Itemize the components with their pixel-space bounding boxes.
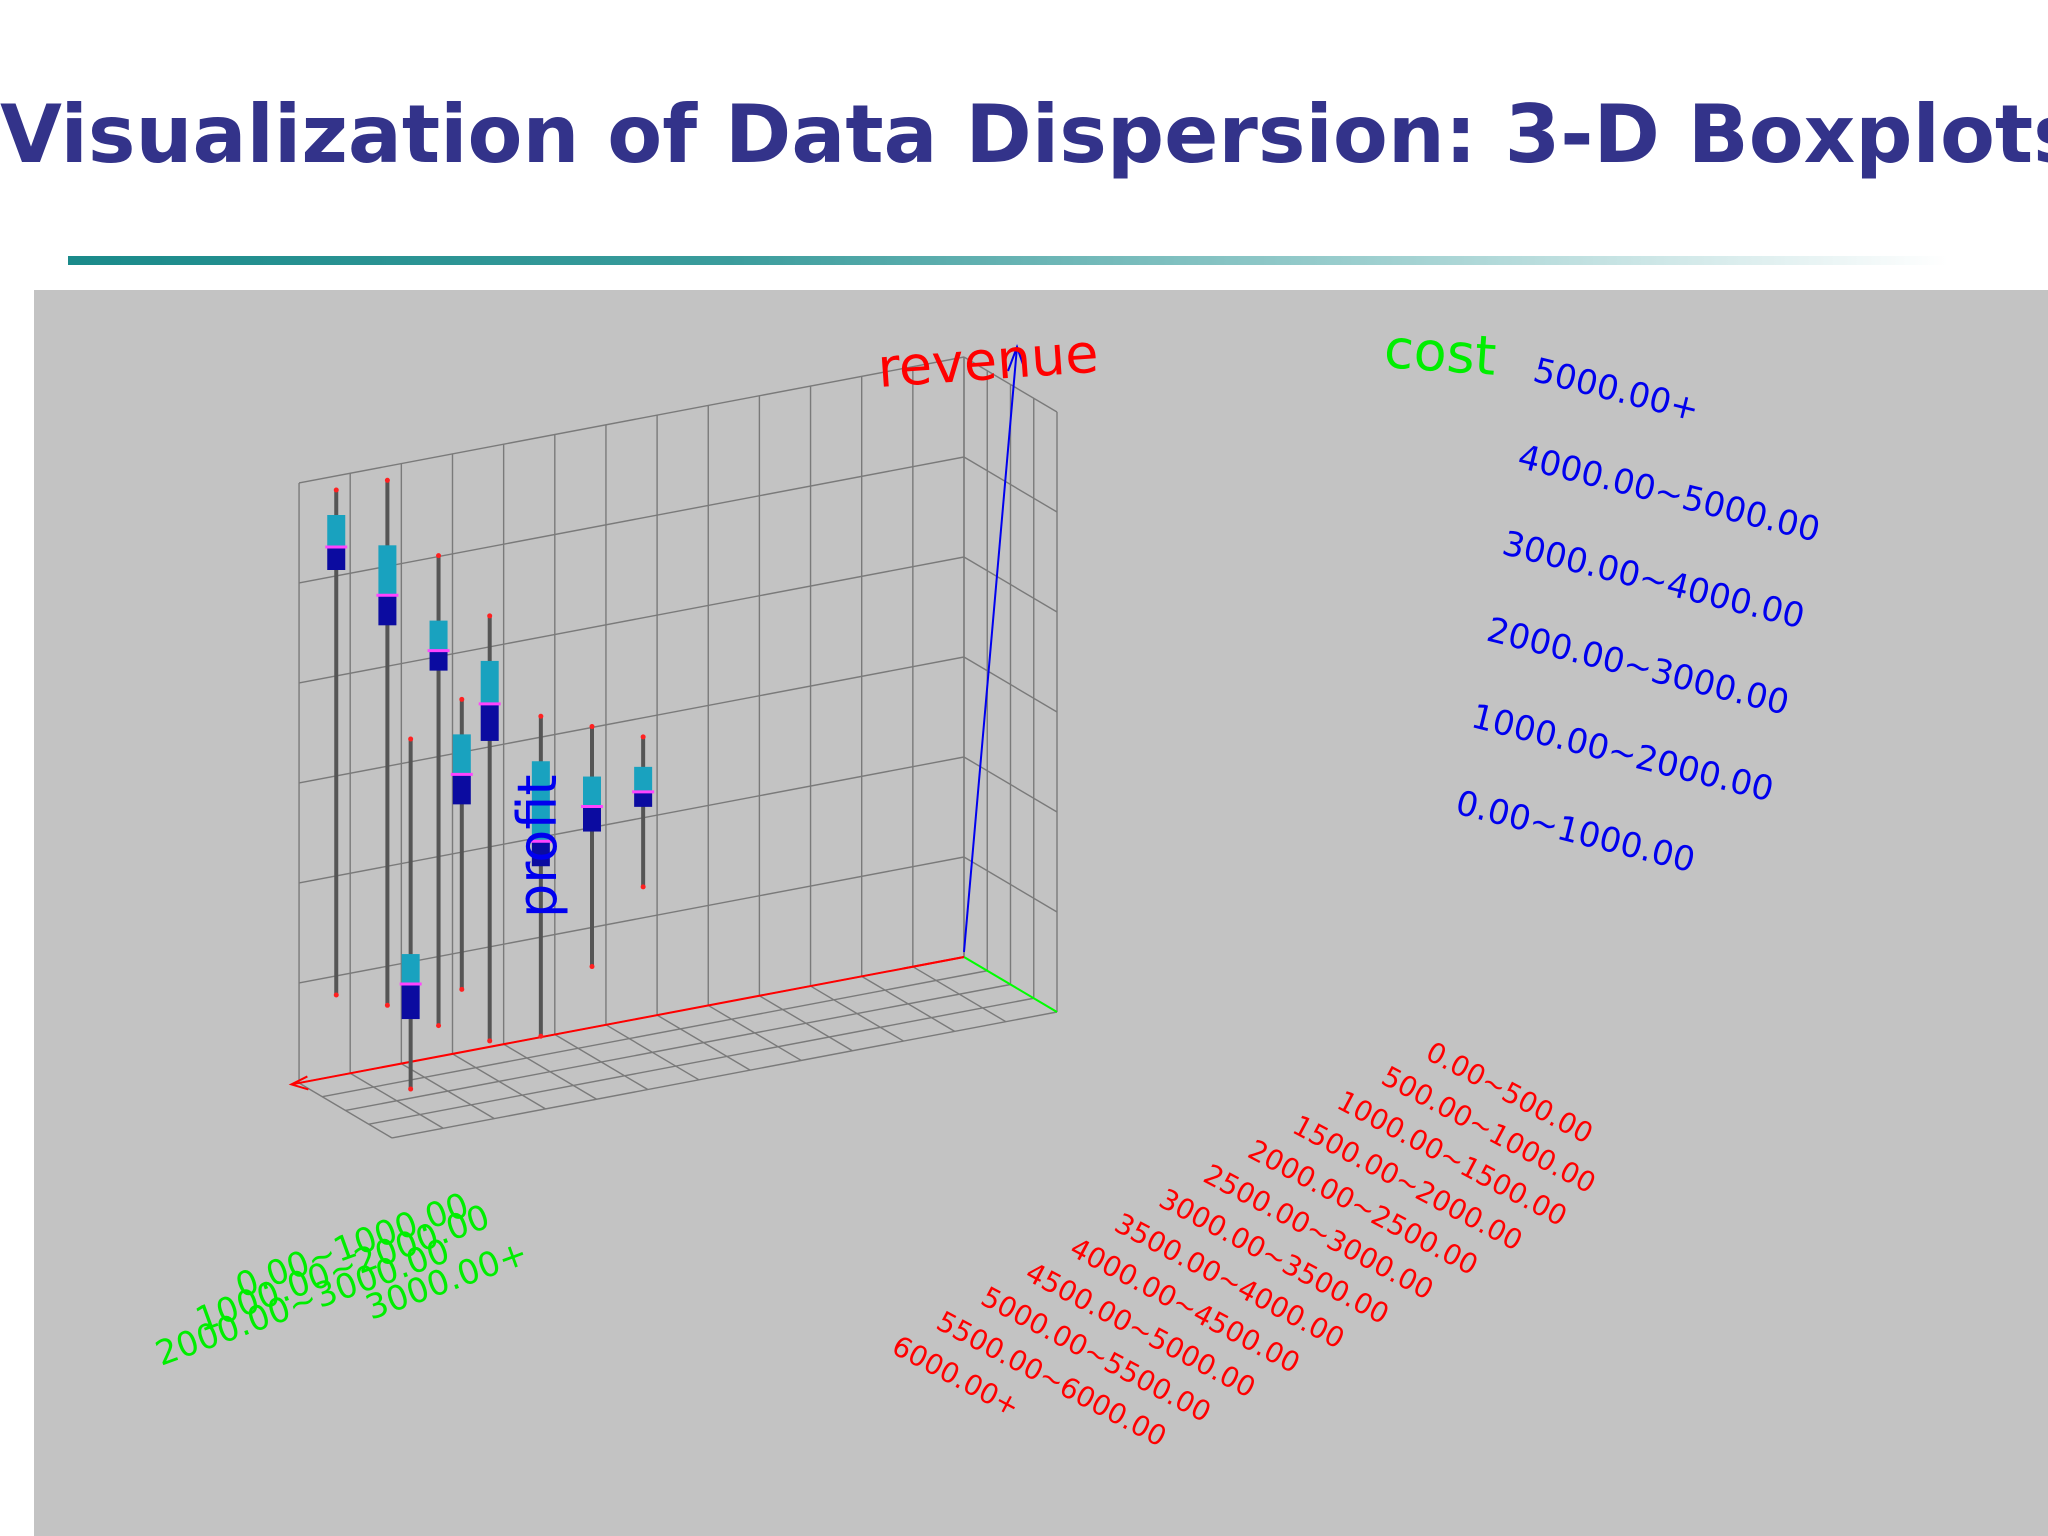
revenue-axis-arrow (288, 1075, 309, 1091)
grid-line (963, 856, 1058, 913)
outlier-point (538, 713, 544, 719)
grid-line (298, 756, 965, 884)
box-lower (531, 841, 550, 867)
grid-line (298, 556, 965, 684)
profit-tick-label: 5000.00+ (1529, 350, 1703, 430)
boxplot (632, 734, 655, 890)
outlier-point (487, 613, 493, 619)
outlier-point (333, 487, 339, 493)
grid-line (391, 1011, 1058, 1139)
boxplot (450, 696, 473, 992)
title-divider (68, 256, 1948, 265)
cost-axis-line (963, 956, 1058, 1013)
grid-line (298, 456, 965, 584)
outlier-point (640, 734, 646, 740)
profit-tick-label: 0.00~1000.00 (1452, 783, 1699, 881)
box-lower (401, 984, 420, 1020)
box-upper (429, 620, 448, 651)
profit-axis-title: profit (506, 774, 569, 918)
boxplots (325, 477, 655, 1092)
boxplot (478, 613, 501, 1044)
axes (288, 344, 1058, 1091)
outlier-point (436, 1023, 442, 1029)
box-upper (531, 761, 550, 842)
grid-line (298, 856, 965, 984)
box-lower (583, 806, 601, 832)
box-upper (480, 660, 499, 704)
grid-line (368, 997, 1034, 1125)
outlier-point (408, 1086, 414, 1092)
boxplot (529, 713, 552, 1039)
box-upper (634, 766, 653, 792)
outlier-point (640, 884, 646, 890)
boxplot-3d-chart: revenue cost profit 0.00~500.00500.00~10… (150, 317, 1824, 1453)
outlier-point (384, 477, 390, 483)
profit-axis-line (963, 346, 1018, 953)
box-lower (378, 595, 397, 626)
grid-line (963, 556, 1058, 613)
box-upper (583, 776, 601, 807)
profit-tick-label: 1000.00~2000.00 (1467, 696, 1777, 810)
box-lower (429, 650, 448, 671)
box-upper (378, 545, 397, 596)
grid-line (298, 356, 965, 484)
box-upper (327, 515, 346, 547)
outlier-point (333, 992, 339, 998)
box-lower (452, 774, 471, 805)
boxplot (376, 477, 399, 1008)
boxplot (427, 553, 450, 1029)
profit-tick-label: 3000.00~4000.00 (1498, 523, 1808, 637)
grid (298, 356, 1058, 1139)
outlier-point (589, 724, 595, 730)
profit-tick-label: 4000.00~5000.00 (1514, 437, 1824, 551)
outlier-point (384, 1002, 390, 1008)
revenue-axis-line (902, 956, 965, 970)
grid-line (963, 456, 1058, 513)
outlier-point (408, 736, 414, 742)
chart-panel: revenue cost profit 0.00~500.00 500.00~10… (34, 290, 2048, 1536)
outlier-point (487, 1038, 493, 1044)
boxplot (325, 487, 348, 998)
grid-line (963, 356, 1058, 413)
grid-line (963, 656, 1058, 713)
outlier-point (538, 1033, 544, 1039)
revenue-axis-title: revenue (876, 322, 1101, 400)
slide-title: Visualization of Data Dispersion: 3-D Bo… (0, 88, 2048, 181)
box-upper (452, 734, 471, 775)
box-lower (634, 791, 653, 807)
profit-tick-label: 2000.00~3000.00 (1483, 610, 1793, 724)
box-lower (327, 547, 346, 570)
grid-line (322, 970, 988, 1098)
outlier-point (436, 553, 442, 559)
outlier-point (589, 964, 595, 970)
box-upper (401, 954, 420, 985)
revenue-axis-line (291, 956, 965, 1086)
outlier-point (459, 696, 465, 702)
boxplot (581, 724, 603, 970)
cost-axis-title: cost (1382, 317, 1498, 388)
outlier-point (459, 986, 465, 992)
profit-axis-arrow (1007, 344, 1027, 374)
boxplot (399, 736, 422, 1092)
grid-line (298, 656, 965, 784)
grid-line (345, 983, 1011, 1112)
box-lower (480, 703, 499, 741)
